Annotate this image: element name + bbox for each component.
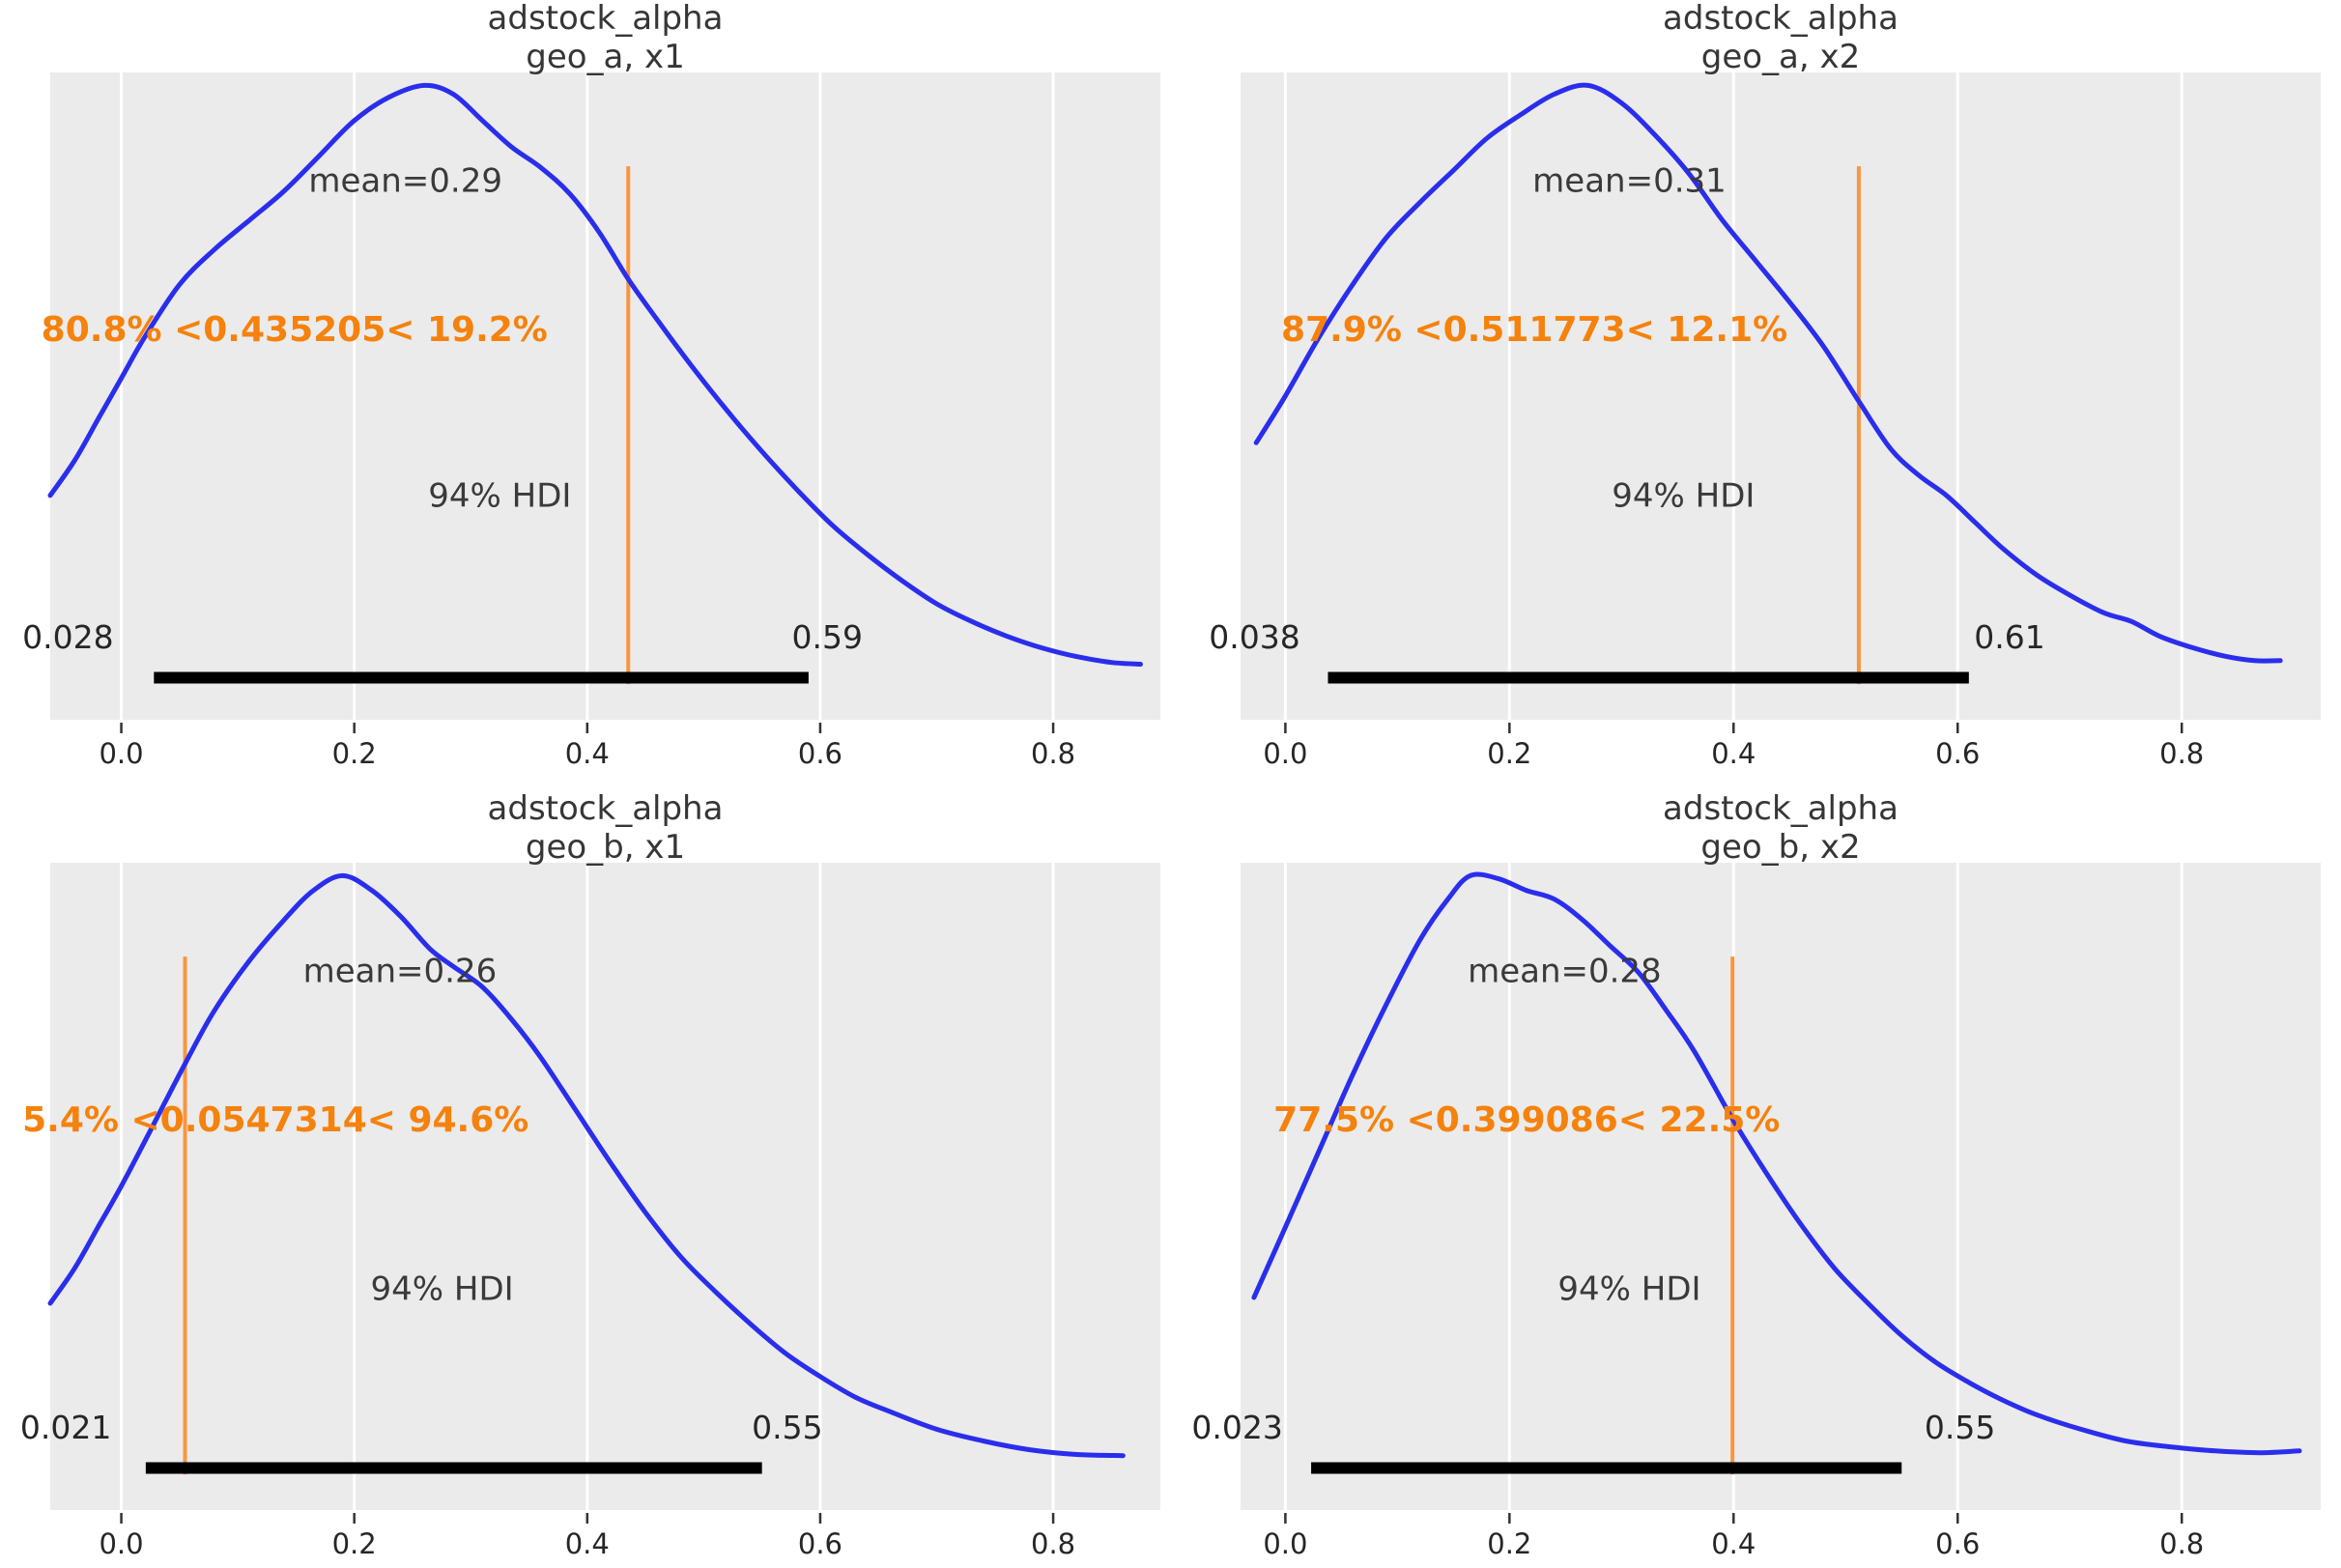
subplot-title-coords: geo_b, x2 xyxy=(1700,828,1861,867)
hdi-interval-label: 94% HDI xyxy=(370,1269,514,1309)
x-tick-label: 0.4 xyxy=(1711,737,1756,770)
subplot-title-coords: geo_a, x1 xyxy=(526,38,685,76)
x-tick-label: 0.8 xyxy=(1031,737,1076,770)
kde-curve xyxy=(1251,871,2302,1456)
x-tick-label: 0.6 xyxy=(797,1527,842,1560)
ref-probability-label: 77.5% <0.399086< 22.5% xyxy=(1273,1099,1781,1140)
kde-curve xyxy=(47,82,1143,667)
x-tick-label: 0.2 xyxy=(1487,737,1532,770)
subplot-title-parameter: adstock_alpha xyxy=(487,0,724,38)
x-tick-label: 0.4 xyxy=(564,1527,610,1560)
ref-probability-label: 87.9% <0.511773< 12.1% xyxy=(1280,309,1788,350)
subplot-title-parameter: adstock_alpha xyxy=(1663,789,1898,828)
hdi-lower-value: 0.023 xyxy=(1191,1408,1283,1446)
x-tick-label: 0.0 xyxy=(99,737,144,770)
x-tick-label: 0.0 xyxy=(1263,1527,1308,1560)
density-plot xyxy=(1253,72,2283,733)
hdi-interval-label: 94% HDI xyxy=(1612,476,1756,516)
hdi-upper-value: 0.55 xyxy=(1924,1408,1996,1446)
x-tick-label: 0.8 xyxy=(1031,1527,1076,1560)
ref-probability-label: 5.4% <0.0547314< 94.6% xyxy=(22,1099,529,1140)
plot-area xyxy=(1241,72,2321,720)
subplot-title: adstock_alpha geo_b, x1 xyxy=(50,789,1160,867)
x-tick-label: 0.6 xyxy=(797,737,842,770)
hdi-lower-value: 0.038 xyxy=(1209,617,1300,656)
density-plot xyxy=(47,863,1126,1524)
density-plot xyxy=(1251,863,2302,1524)
x-tick-label: 0.4 xyxy=(1711,1527,1756,1560)
subplot-title: adstock_alpha geo_a, x2 xyxy=(1241,0,2321,76)
mean-label: mean=0.28 xyxy=(1468,951,1662,990)
x-tick-label: 0.0 xyxy=(99,1527,144,1560)
x-tick-label: 0.6 xyxy=(1935,1527,1981,1560)
subplot-title: adstock_alpha geo_a, x1 xyxy=(50,0,1160,76)
hdi-interval-label: 94% HDI xyxy=(428,476,572,516)
subplot-title-parameter: adstock_alpha xyxy=(487,789,724,828)
x-tick-label: 0.2 xyxy=(331,1527,377,1560)
mean-label: mean=0.26 xyxy=(302,951,498,990)
subplot-title-coords: geo_a, x2 xyxy=(1700,38,1861,76)
mean-label: mean=0.29 xyxy=(308,160,502,200)
mean-label: mean=0.31 xyxy=(1532,160,1727,200)
hdi-upper-value: 0.61 xyxy=(1974,617,2045,656)
hdi-upper-value: 0.55 xyxy=(752,1408,823,1446)
plot-area xyxy=(50,863,1160,1510)
x-tick-label: 0.8 xyxy=(2159,1527,2205,1560)
ref-probability-label: 80.8% <0.435205< 19.2% xyxy=(41,309,548,350)
subplot-title-coords: geo_b, x1 xyxy=(525,828,686,867)
hdi-interval-label: 94% HDI xyxy=(1557,1269,1701,1309)
hdi-upper-value: 0.59 xyxy=(791,617,864,656)
kde-curve xyxy=(47,872,1126,1459)
x-tick-label: 0.8 xyxy=(2159,737,2205,770)
x-tick-label: 0.6 xyxy=(1935,737,1981,770)
x-tick-label: 0.4 xyxy=(564,737,610,770)
density-plot xyxy=(47,72,1143,733)
plot-area xyxy=(50,72,1160,720)
x-tick-label: 0.2 xyxy=(1487,1527,1532,1560)
x-tick-label: 0.0 xyxy=(1263,737,1308,770)
x-tick-label: 0.2 xyxy=(331,737,377,770)
hdi-lower-value: 0.028 xyxy=(22,617,114,656)
subplot-title: adstock_alpha geo_b, x2 xyxy=(1241,789,2321,867)
plot-area xyxy=(1241,863,2321,1510)
subplot-title-parameter: adstock_alpha xyxy=(1663,0,1898,38)
kde-curve xyxy=(1253,82,2283,664)
hdi-lower-value: 0.021 xyxy=(19,1408,112,1446)
